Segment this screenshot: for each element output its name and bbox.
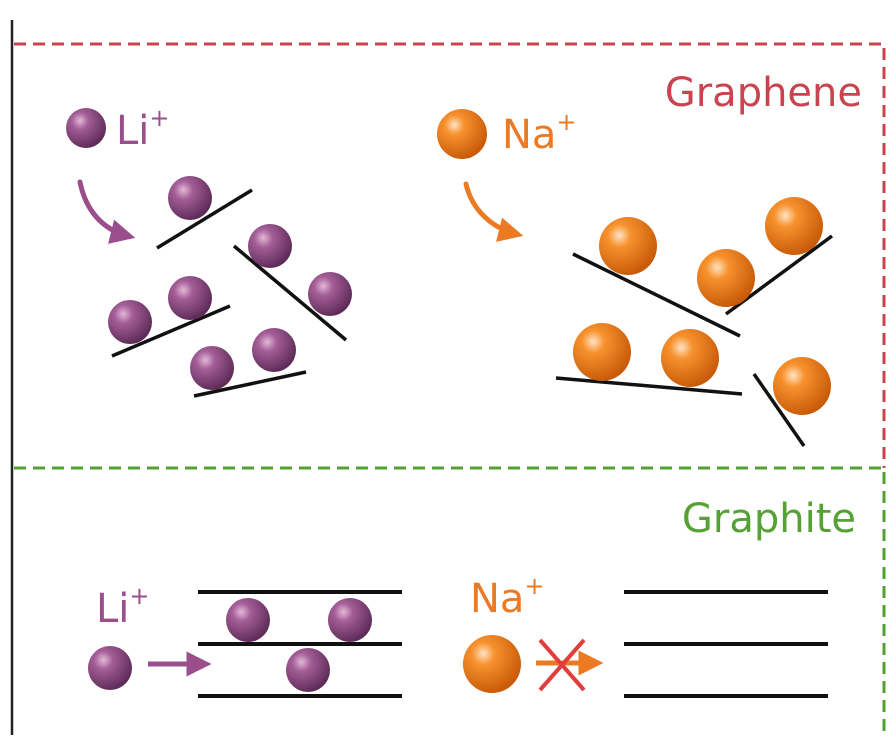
li-ion-sphere	[328, 598, 372, 642]
graphene-sheet	[724, 234, 834, 316]
curved-arrow-icon	[463, 181, 524, 242]
graphene-sheet	[752, 373, 806, 447]
li-ion-legend-sphere	[66, 108, 106, 148]
li-ion-sphere	[190, 346, 234, 390]
na-ion-label-graphene: Na+	[502, 108, 577, 158]
na-ion-sphere	[765, 197, 823, 255]
graphite-panel: Graphite Li+ Na+	[14, 466, 886, 735]
graphene-title: Graphene	[665, 70, 862, 116]
li-ion-sphere	[308, 272, 352, 316]
na-graphene-sheets	[555, 234, 834, 447]
li-graphite-layers	[198, 590, 402, 698]
graphene-panel: Graphene Li+ Na+	[14, 42, 886, 468]
li-ions-adsorbed	[108, 176, 352, 390]
li-ions-intercalated	[226, 598, 372, 692]
na-ions-adsorbed	[573, 197, 831, 415]
graphene-panel-border	[14, 42, 886, 468]
li-ion-sphere	[286, 648, 330, 692]
na-ion-legend-sphere	[437, 109, 487, 159]
na-ion-sphere	[463, 635, 521, 693]
graphene-sheet	[156, 188, 253, 250]
na-ion-sphere	[773, 357, 831, 415]
graphene-sheet	[232, 244, 348, 342]
li-ion-sphere	[168, 176, 212, 220]
graphene-sheet	[111, 304, 231, 358]
na-ion-sphere	[661, 329, 719, 387]
curved-arrow-icon	[77, 179, 136, 244]
graphene-sheet	[555, 376, 743, 396]
graphene-sheet	[572, 252, 741, 338]
cross-mark-icon	[538, 638, 586, 692]
li-ion-sphere	[88, 646, 132, 690]
li-graphene-sheets	[111, 188, 348, 398]
graphite-panel-border	[14, 466, 886, 735]
li-ion-sphere	[252, 328, 296, 372]
li-ion-label-graphene: Li+	[116, 104, 170, 154]
graphite-title: Graphite	[682, 496, 856, 542]
li-ion-sphere	[108, 300, 152, 344]
graphene-sheet	[193, 370, 307, 398]
na-ion-label-graphite: Na+	[470, 572, 545, 622]
na-ion-sphere	[599, 217, 657, 275]
na-ion-sphere	[573, 323, 631, 381]
li-ion-sphere	[248, 224, 292, 268]
na-ion-sphere	[697, 249, 755, 307]
li-ion-sphere	[168, 276, 212, 320]
li-ion-label-graphite: Li+	[96, 582, 150, 632]
li-ion-sphere	[226, 598, 270, 642]
na-graphite-layers	[624, 590, 828, 698]
